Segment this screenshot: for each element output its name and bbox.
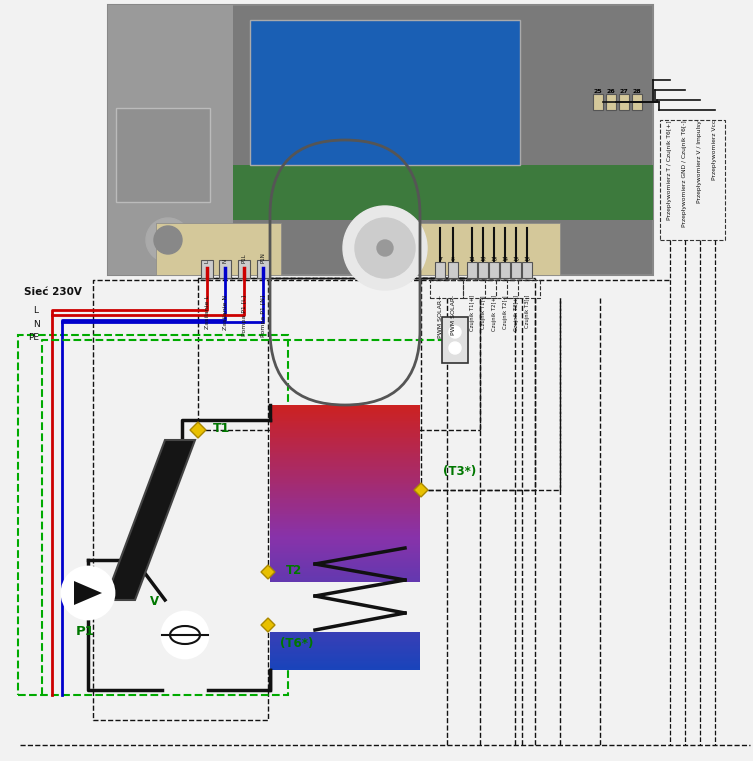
Circle shape <box>343 206 427 290</box>
Text: T2: T2 <box>286 563 302 577</box>
FancyBboxPatch shape <box>606 94 616 110</box>
FancyBboxPatch shape <box>500 262 510 278</box>
Text: 26: 26 <box>607 89 615 94</box>
Text: N: N <box>222 259 227 263</box>
Circle shape <box>449 342 461 354</box>
Text: 11: 11 <box>468 257 475 262</box>
Text: 13: 13 <box>490 257 498 262</box>
FancyBboxPatch shape <box>632 94 642 110</box>
Text: 15: 15 <box>513 257 520 262</box>
Circle shape <box>154 226 182 254</box>
Text: L: L <box>33 306 38 315</box>
Text: Przepływomierz T / Czujnik T6[+]: Przepływomierz T / Czujnik T6[+] <box>667 120 672 220</box>
FancyBboxPatch shape <box>257 260 269 278</box>
Polygon shape <box>105 440 195 600</box>
FancyBboxPatch shape <box>108 5 233 275</box>
Text: 25: 25 <box>593 89 602 94</box>
Text: L: L <box>205 260 209 263</box>
Polygon shape <box>74 581 102 605</box>
FancyBboxPatch shape <box>448 262 458 278</box>
Text: Czujnik T2[-]: Czujnik T2[-] <box>504 295 508 329</box>
Polygon shape <box>261 618 275 632</box>
Text: 27: 27 <box>620 89 628 94</box>
Circle shape <box>162 612 208 658</box>
Text: PWM SOLAR+: PWM SOLAR+ <box>438 295 444 339</box>
Text: T1: T1 <box>213 422 230 435</box>
FancyBboxPatch shape <box>201 260 213 278</box>
FancyBboxPatch shape <box>219 260 231 278</box>
FancyBboxPatch shape <box>489 262 499 278</box>
FancyBboxPatch shape <box>250 20 520 165</box>
Text: P1: P1 <box>76 625 95 638</box>
FancyBboxPatch shape <box>593 94 603 110</box>
Polygon shape <box>261 565 275 579</box>
FancyBboxPatch shape <box>156 223 281 275</box>
Text: PE: PE <box>28 333 39 342</box>
Text: Przepływomierz V / Impulsy: Przepływomierz V / Impulsy <box>697 120 703 202</box>
Text: 14: 14 <box>501 257 508 262</box>
Text: Przepływomierz GND / Czujnik T6[-]: Przepływomierz GND / Czujnik T6[-] <box>682 120 687 227</box>
FancyBboxPatch shape <box>619 94 629 110</box>
FancyBboxPatch shape <box>511 262 521 278</box>
Text: Pompa P1 [L]: Pompa P1 [L] <box>242 295 248 336</box>
FancyBboxPatch shape <box>467 262 477 278</box>
Text: 28: 28 <box>633 89 642 94</box>
Circle shape <box>377 240 393 256</box>
Text: Czujnik T3[-]: Czujnik T3[-] <box>526 295 531 329</box>
Text: Czujnik T1[+]: Czujnik T1[+] <box>471 295 475 331</box>
Text: 8: 8 <box>451 257 455 262</box>
FancyBboxPatch shape <box>478 262 488 278</box>
Text: Czujnik T3[+]: Czujnik T3[+] <box>514 295 520 331</box>
Text: Zasilanie N: Zasilanie N <box>224 295 228 330</box>
Text: 12: 12 <box>480 257 486 262</box>
FancyBboxPatch shape <box>116 108 210 202</box>
Circle shape <box>449 326 461 338</box>
Text: (T3*): (T3*) <box>443 466 476 479</box>
FancyBboxPatch shape <box>442 317 468 363</box>
Text: Pompa P1 [N]: Pompa P1 [N] <box>261 295 267 337</box>
Text: 7: 7 <box>438 257 442 262</box>
FancyBboxPatch shape <box>108 5 653 275</box>
FancyBboxPatch shape <box>522 262 532 278</box>
FancyBboxPatch shape <box>270 582 420 632</box>
Polygon shape <box>414 483 428 497</box>
Polygon shape <box>190 422 206 438</box>
Text: Zasilanie L: Zasilanie L <box>206 295 211 329</box>
Text: V: V <box>150 595 159 608</box>
FancyBboxPatch shape <box>233 165 653 220</box>
Text: Przepływomierz Vcc: Przepływomierz Vcc <box>712 120 718 180</box>
FancyBboxPatch shape <box>238 260 250 278</box>
Text: 16: 16 <box>523 257 531 262</box>
Text: P1L: P1L <box>242 253 246 263</box>
Text: Czujnik T2[+]: Czujnik T2[+] <box>492 295 498 331</box>
Text: PWM SOLAR-: PWM SOLAR- <box>452 295 456 335</box>
Text: Czujnik T1[-]: Czujnik T1[-] <box>481 295 486 329</box>
Bar <box>18 335 288 695</box>
Text: (T6*): (T6*) <box>280 636 313 649</box>
Circle shape <box>146 218 190 262</box>
Circle shape <box>355 218 415 278</box>
Text: N: N <box>33 320 40 329</box>
Text: Sieć 230V: Sieć 230V <box>24 287 82 297</box>
Text: P1N: P1N <box>261 252 266 263</box>
FancyBboxPatch shape <box>435 262 445 278</box>
FancyBboxPatch shape <box>420 223 560 275</box>
Circle shape <box>62 567 114 619</box>
